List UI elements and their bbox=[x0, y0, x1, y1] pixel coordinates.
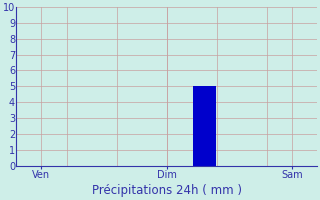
Bar bbox=[193, 86, 216, 166]
X-axis label: Précipitations 24h ( mm ): Précipitations 24h ( mm ) bbox=[92, 184, 242, 197]
